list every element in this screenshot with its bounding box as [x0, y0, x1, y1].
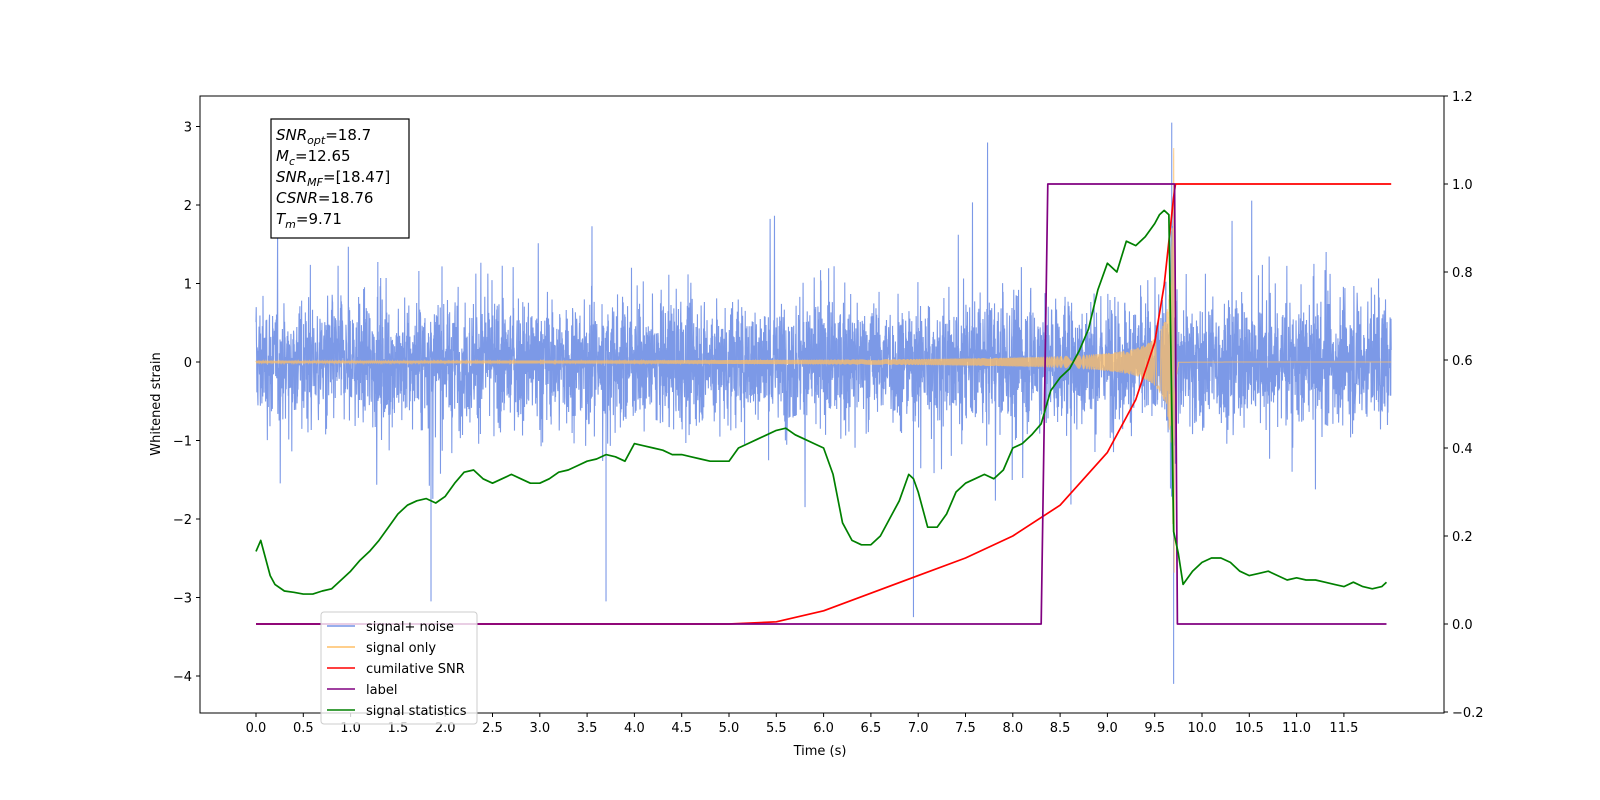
annotation-box: SNRopt=18.7Mc=12.65SNRMF=[18.47]CSNR=18.…	[270, 118, 410, 239]
annotation-line: CSNR=18.76	[276, 189, 373, 207]
legend-label: signal+ noise	[366, 620, 454, 635]
y2-tick-label: 1.0	[1452, 178, 1473, 193]
y-tick-label: −4	[173, 670, 192, 685]
y-tick-label: −3	[173, 592, 192, 607]
y2-tick-label: 0.6	[1452, 354, 1473, 369]
x-tick-label: 5.0	[719, 721, 740, 736]
x-axis-label: Time (s)	[793, 744, 847, 759]
legend: signal+ noise signal only cumilative SNR la…	[320, 611, 478, 725]
annotation-line: Mc=12.65	[276, 147, 351, 168]
x-tick-label: 11.5	[1329, 721, 1358, 736]
x-tick-label: 7.5	[955, 721, 976, 736]
plot-frame	[199, 95, 1445, 714]
annotation-frame	[270, 118, 410, 239]
series-signal-only	[255, 147, 1392, 573]
x-tick-label: 6.0	[813, 721, 834, 736]
y-tick-label: 1	[184, 278, 192, 293]
y-tick-label: 2	[184, 199, 192, 214]
y2-tick-label: 0.8	[1452, 266, 1473, 281]
x-tick-label: 10.0	[1188, 721, 1217, 736]
y2-tick-label: −0.2	[1452, 706, 1484, 721]
legend-label: label	[366, 683, 397, 698]
x-tick-label: 6.5	[861, 721, 882, 736]
legend-frame	[320, 611, 478, 725]
series-line-label	[256, 183, 1387, 625]
x-tick-label: 1.5	[388, 721, 409, 736]
x-tick-label: 8.5	[1050, 721, 1071, 736]
y-axis-left: 3 2 1 0 −1 −2 −3 −4	[173, 121, 200, 685]
x-axis: 0.0 0.5 1.0 1.5 2.0 2.5 3.0 3.5 4.0 4.5 5.0 5.5 6.0 6…	[246, 713, 1358, 736]
y-tick-label: −1	[173, 435, 192, 450]
series-layer	[255, 122, 1392, 684]
annotation-line: Tm=9.71	[276, 210, 342, 231]
x-tick-label: 1.0	[340, 721, 361, 736]
y2-tick-label: 1.2	[1452, 90, 1473, 105]
x-tick-label: 3.0	[529, 721, 550, 736]
x-tick-label: 4.0	[624, 721, 645, 736]
legend-label: signal only	[366, 641, 436, 656]
y-tick-label: 0	[184, 356, 192, 371]
x-tick-label: 2.5	[482, 721, 503, 736]
x-tick-label: 2.0	[435, 721, 456, 736]
x-tick-label: 0.0	[246, 721, 267, 736]
series-line-cumilative-snr	[256, 183, 1392, 625]
x-tick-label: 8.0	[1002, 721, 1023, 736]
x-tick-label: 3.5	[577, 721, 598, 736]
x-tick-label: 9.5	[1144, 721, 1165, 736]
series-line-signal-only	[255, 147, 1392, 573]
y-axis-right: 1.2 1.0 0.8 0.6 0.4 0.2 0.0 −0.2	[1444, 90, 1484, 721]
series-lines	[255, 183, 1392, 625]
y2-tick-label: 0.2	[1452, 530, 1473, 545]
x-tick-label: 9.0	[1097, 721, 1118, 736]
y-axis-label: Whitened strain	[149, 352, 164, 455]
legend-label: cumilative SNR	[366, 662, 465, 677]
x-tick-label: 5.5	[766, 721, 787, 736]
y2-tick-label: 0.0	[1452, 618, 1473, 633]
annotation-line: SNRMF=[18.47]	[276, 168, 390, 189]
x-tick-label: 10.5	[1235, 721, 1264, 736]
annotation-line: SNRopt=18.7	[276, 126, 371, 147]
x-tick-label: 0.5	[293, 721, 314, 736]
x-tick-label: 4.5	[671, 721, 692, 736]
x-tick-label: 11.0	[1282, 721, 1311, 736]
y2-tick-label: 0.4	[1452, 442, 1473, 457]
x-tick-label: 7.0	[908, 721, 929, 736]
legend-label: signal statistics	[366, 704, 467, 719]
series-line-signal-statistics	[255, 209, 1388, 595]
y-tick-label: 3	[184, 121, 192, 136]
y-tick-label: −2	[173, 513, 192, 528]
